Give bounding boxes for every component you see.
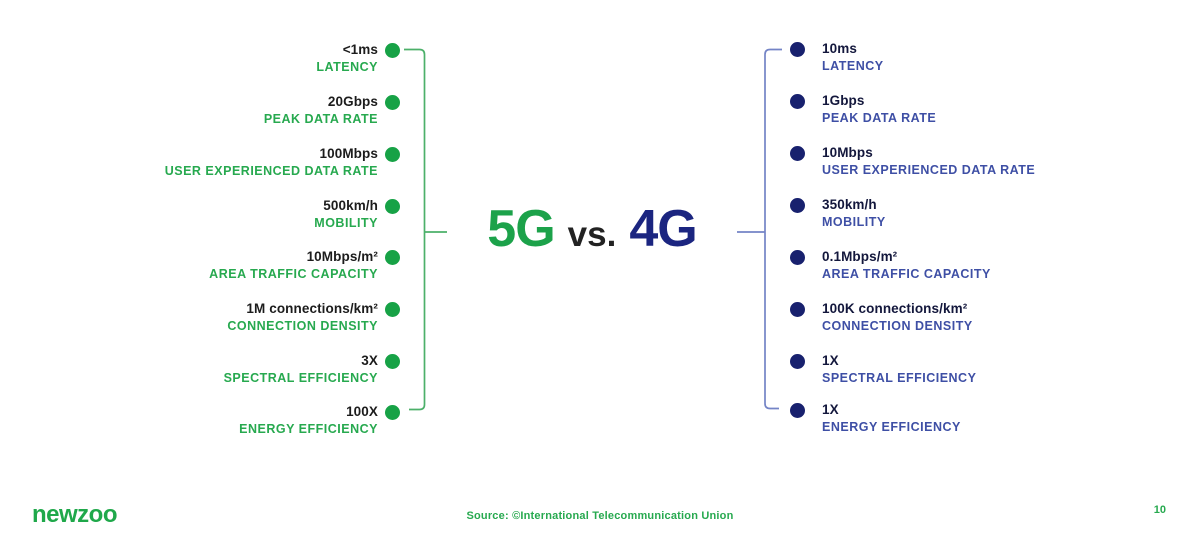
metric-row: 1X SPECTRAL EFFICIENCY — [822, 351, 1162, 387]
metric-row: 100Mbps USER EXPERIENCED DATA RATE — [0, 144, 378, 180]
bullet-dot — [789, 145, 805, 161]
metric-row: 100X ENERGY EFFICIENCY — [0, 402, 378, 438]
bullet-dot — [789, 402, 805, 418]
metric-label: LATENCY — [316, 60, 378, 74]
metric-row: 500km/h MOBILITY — [0, 196, 378, 232]
metric-label: PEAK DATA RATE — [822, 111, 937, 125]
metric-label: MOBILITY — [822, 215, 886, 229]
metric-row: 1Gbps PEAK DATA RATE — [822, 91, 1162, 127]
bullet-dot — [789, 41, 805, 57]
metric-label: SPECTRAL EFFICIENCY — [223, 371, 378, 385]
bullet-dot — [384, 42, 400, 58]
metric-row: 350km/h MOBILITY — [822, 195, 1162, 231]
metric-value: 500km/h — [323, 198, 378, 213]
metric-label: ENERGY EFFICIENCY — [822, 420, 961, 434]
metric-row: <1ms LATENCY — [0, 40, 378, 76]
metric-label: AREA TRAFFIC CAPACITY — [209, 267, 378, 281]
metric-value: 350km/h — [822, 197, 877, 212]
bullet-dot — [384, 249, 400, 265]
bullet-dot — [384, 198, 400, 214]
metric-label: USER EXPERIENCED DATA RATE — [164, 164, 378, 178]
bullet-dot — [789, 93, 805, 109]
bullet-dot — [384, 94, 400, 110]
right-bracket — [737, 48, 782, 410]
metric-label: MOBILITY — [314, 216, 378, 230]
metric-label: LATENCY — [822, 59, 884, 73]
metric-label: USER EXPERIENCED DATA RATE — [822, 163, 1036, 177]
metric-label: ENERGY EFFICIENCY — [239, 422, 378, 436]
metric-value: 100X — [346, 404, 378, 419]
metric-label: SPECTRAL EFFICIENCY — [822, 371, 977, 385]
metric-value: 1X — [822, 402, 839, 417]
metric-value: 100Mbps — [319, 146, 378, 161]
metric-value: 10Mbps/m² — [306, 249, 378, 264]
bullet-dot — [789, 301, 805, 317]
metric-value: 1M connections/km² — [246, 301, 378, 316]
metric-row: 1X ENERGY EFFICIENCY — [822, 400, 1162, 436]
page-title: 5G vs. 4G — [447, 203, 737, 273]
source-attribution: Source: ©International Telecommunication… — [466, 510, 734, 522]
metric-value: 100K connections/km² — [822, 301, 968, 316]
metric-value: 10Mbps — [822, 145, 873, 160]
bullet-dot — [384, 353, 400, 369]
title-vs: vs. — [567, 215, 617, 254]
bullet-dot — [789, 197, 805, 213]
metric-value: 10ms — [822, 41, 857, 56]
metric-value: 1Gbps — [822, 93, 865, 108]
page-number: 10 — [1153, 504, 1166, 516]
metric-value: 20Gbps — [327, 94, 378, 109]
bullet-dot — [789, 249, 805, 265]
metric-label: PEAK DATA RATE — [263, 112, 378, 126]
metric-row: 1M connections/km² CONNECTION DENSITY — [0, 299, 378, 335]
metric-label: AREA TRAFFIC CAPACITY — [822, 267, 991, 281]
metric-row: 10ms LATENCY — [822, 39, 1162, 75]
metric-value: 1X — [822, 353, 839, 368]
title-4g: 4G — [629, 200, 697, 258]
title-5g: 5G — [487, 200, 555, 258]
metric-value: 3X — [361, 353, 378, 368]
bullet-dot — [384, 301, 400, 317]
metric-row: 0.1Mbps/m² AREA TRAFFIC CAPACITY — [822, 247, 1162, 283]
metric-value: <1ms — [342, 42, 378, 57]
metric-row: 10Mbps USER EXPERIENCED DATA RATE — [822, 143, 1162, 179]
newzoo-logo: newzoo — [32, 501, 118, 528]
bullet-dot — [384, 146, 400, 162]
metric-row: 20Gbps PEAK DATA RATE — [0, 92, 378, 128]
bullet-dot — [789, 353, 805, 369]
metric-label: CONNECTION DENSITY — [227, 319, 378, 333]
metric-value: 0.1Mbps/m² — [822, 249, 898, 264]
left-bracket — [404, 48, 447, 411]
metric-row: 3X SPECTRAL EFFICIENCY — [0, 351, 378, 387]
bullet-dot — [384, 404, 400, 420]
metric-label: CONNECTION DENSITY — [822, 319, 973, 333]
metric-row: 100K connections/km² CONNECTION DENSITY — [822, 299, 1162, 335]
metric-row: 10Mbps/m² AREA TRAFFIC CAPACITY — [0, 247, 378, 283]
